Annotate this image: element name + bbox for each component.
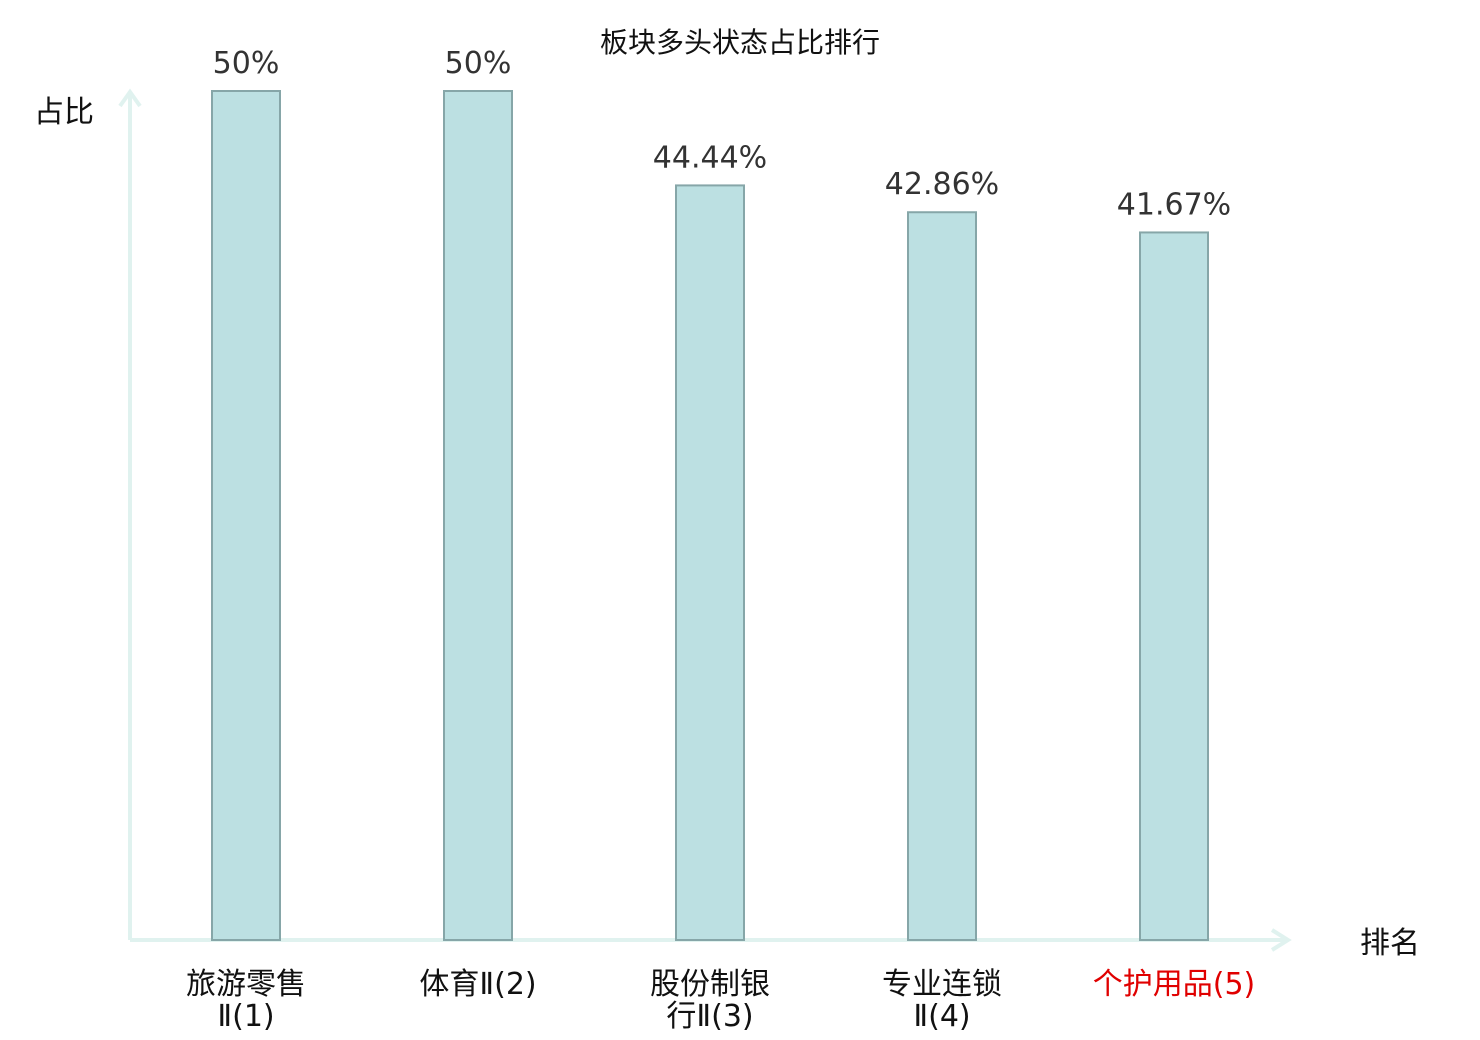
bar-1 xyxy=(211,90,281,941)
category-label-line: 股份制银 xyxy=(650,967,770,1002)
value-label-5: 41.67% xyxy=(1117,187,1231,222)
category-label-line: 体育Ⅱ(2) xyxy=(419,967,536,1002)
value-label-1: 50% xyxy=(213,46,280,81)
category-label-3: 股份制银行Ⅱ(3) xyxy=(650,967,770,1034)
category-label-line: 个护用品(5) xyxy=(1093,967,1256,1002)
bar-4 xyxy=(907,211,977,942)
category-label-line: Ⅱ(1) xyxy=(217,999,274,1034)
bars-group xyxy=(211,90,1209,942)
value-labels-group: 50% 50% 44.44% 42.86% 41.67% xyxy=(213,46,1232,222)
y-axis-label: 占比 xyxy=(34,95,94,130)
y-axis-arrow-icon xyxy=(118,88,142,108)
category-label-4: 专业连锁 Ⅱ(4) xyxy=(882,967,1002,1034)
x-axis-arrow-icon xyxy=(1270,928,1292,952)
category-label-line: 专业连锁 xyxy=(882,967,1002,1002)
category-label-line: 旅游零售 xyxy=(186,967,306,1002)
category-label-line: 行Ⅱ(3) xyxy=(666,999,753,1034)
bar-3 xyxy=(675,184,745,941)
category-label-5: 个护用品(5) xyxy=(1093,967,1256,1002)
x-axis-label: 排名 xyxy=(1360,926,1420,961)
category-label-line: Ⅱ(4) xyxy=(913,999,970,1034)
bar-2 xyxy=(443,90,513,941)
value-label-3: 44.44% xyxy=(653,140,767,175)
value-label-2: 50% xyxy=(445,46,512,81)
chart-title: 板块多头状态占比排行 xyxy=(600,26,880,59)
value-label-4: 42.86% xyxy=(885,167,999,202)
category-label-2: 体育Ⅱ(2) xyxy=(419,967,536,1002)
bar-5 xyxy=(1139,231,1209,941)
category-label-1: 旅游零售 Ⅱ(1) xyxy=(186,967,306,1034)
category-labels-group: 旅游零售 Ⅱ(1) 体育Ⅱ(2) 股份制银行Ⅱ(3) 专业连锁 Ⅱ(4) 个护用品(5) xyxy=(186,967,1255,1034)
